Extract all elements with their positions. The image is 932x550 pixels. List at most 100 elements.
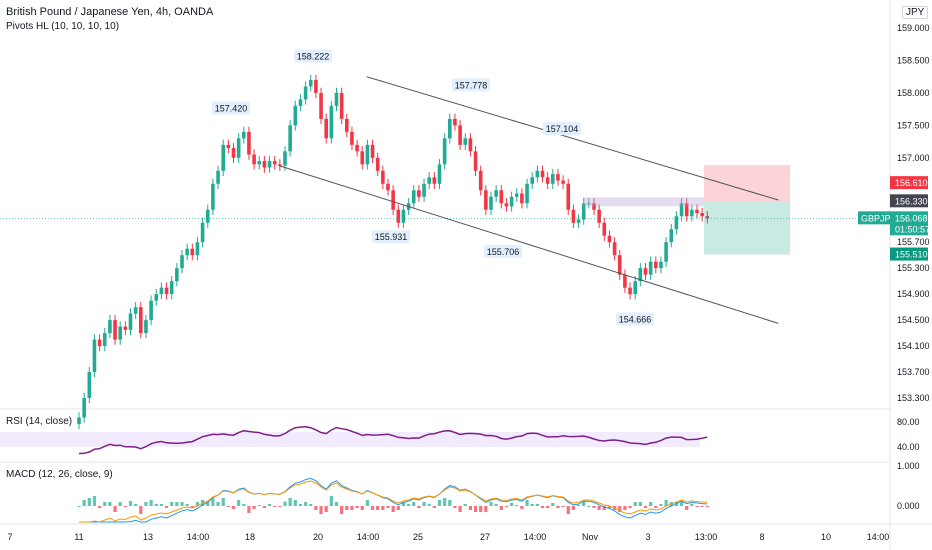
current-price-tag-bg — [890, 211, 928, 236]
macd-histogram-bar — [118, 502, 122, 506]
candle-body — [442, 138, 447, 165]
pivot-label: 157.778 — [452, 78, 490, 92]
symbol-title[interactable]: British Pound / Japanese Yen, 4h, OANDA — [6, 6, 214, 18]
candle-body — [422, 183, 426, 197]
pivot-label-text: 155.931 — [375, 232, 408, 242]
macd-histogram-bar — [376, 506, 380, 510]
candle-body — [355, 144, 359, 152]
candle-body — [396, 209, 401, 223]
macd-histogram-bar — [252, 506, 256, 509]
macd-tick-label: 1.000 — [897, 461, 920, 471]
candle-body — [133, 307, 138, 314]
macd-histogram-bar — [283, 501, 287, 506]
candle-body — [257, 161, 262, 165]
candle-body — [659, 261, 663, 269]
macd-histogram-bar — [365, 500, 369, 506]
candle-body — [159, 287, 164, 295]
macd-histogram-bar — [108, 502, 112, 506]
macd-histogram-bar — [494, 504, 498, 506]
macd-histogram-bar — [314, 506, 318, 510]
candle-body — [123, 326, 128, 330]
macd-histogram-bar — [216, 502, 220, 506]
time-axis[interactable]: 7 11 13 14:00 18 20 14:00 25 27 14:00 Nov 3 13:00 8 10… — [7, 532, 889, 542]
macd-histogram-bar — [221, 498, 225, 506]
time-tick-label: Nov — [582, 532, 599, 542]
macd-histogram-bar — [463, 504, 467, 506]
price-tick-label: 157.000 — [897, 153, 930, 163]
macd-histogram-bar — [685, 506, 689, 510]
candle-body — [499, 190, 504, 204]
macd-histogram-bar — [134, 504, 138, 506]
candle-body — [468, 138, 473, 152]
candle-body — [314, 79, 318, 93]
macd-histogram-bar — [607, 506, 612, 508]
candle-body — [514, 193, 519, 197]
candle-body — [643, 268, 648, 275]
macd-histogram-bar — [164, 506, 169, 508]
macd-histogram-bar — [443, 498, 447, 506]
macd-histogram-bar — [643, 506, 648, 508]
macd-histogram-bar — [175, 502, 179, 506]
candle-body — [509, 196, 514, 207]
candle-body — [108, 320, 112, 334]
candle-body — [576, 219, 581, 223]
current-price-text: 156.068 — [895, 213, 928, 223]
candle-body — [267, 161, 272, 168]
macd-histogram-bar — [417, 506, 421, 508]
candle-body — [566, 183, 571, 210]
macd-histogram-bar — [350, 506, 354, 510]
time-tick-label: 14:00 — [524, 532, 547, 542]
macd-histogram-bar — [664, 500, 668, 506]
macd-tick-label: 0.000 — [897, 501, 920, 511]
macd-histogram-bar — [154, 504, 158, 506]
macd-histogram-bar — [690, 504, 694, 506]
macd-histogram-bar — [309, 504, 313, 506]
time-tick-label: 25 — [413, 532, 423, 542]
price-tick-label: 154.500 — [897, 315, 930, 325]
candle-body — [154, 294, 159, 301]
time-tick-label: 27 — [480, 532, 490, 542]
macd-histogram-bar — [391, 506, 395, 512]
macd-histogram-bar — [412, 502, 416, 506]
macd-histogram-bar — [329, 496, 333, 506]
candle-body — [293, 105, 298, 126]
candle-body — [144, 320, 148, 334]
candle-body — [463, 138, 468, 145]
macd-histogram-bar — [649, 502, 653, 506]
price-axis[interactable]: 159.000 158.500 158.000 157.500 157.000 155.7… — [858, 23, 930, 403]
candle-body — [494, 190, 498, 197]
stop-zone — [704, 165, 790, 202]
rsi-label[interactable]: RSI (14, close) — [6, 416, 73, 427]
pivot-label-text: 157.104 — [546, 124, 579, 134]
macd-histogram-bar — [334, 502, 339, 506]
time-tick-label: 18 — [245, 532, 255, 542]
candle-body — [669, 229, 674, 243]
time-tick-label: 13:00 — [695, 532, 718, 542]
candle-body — [128, 313, 133, 330]
macd-histogram-bar — [92, 496, 97, 506]
macd-histogram-bar — [139, 506, 143, 514]
macd-histogram-bar — [242, 504, 246, 506]
candle-body — [365, 144, 370, 165]
candle-body — [489, 196, 493, 210]
macd-histogram-bar — [190, 506, 194, 508]
macd-histogram-bar — [556, 506, 560, 508]
macd-histogram-bar — [87, 498, 91, 506]
currency-badge[interactable]: JPY — [902, 6, 929, 19]
candle-body — [581, 203, 586, 220]
macd-histogram-bar — [170, 502, 174, 506]
macd-label[interactable]: MACD (12, 26, close, 9) — [6, 469, 113, 480]
candle-body — [97, 339, 102, 347]
candle-body — [592, 203, 596, 210]
candle-body — [597, 209, 601, 223]
macd-histogram-bar — [180, 502, 184, 506]
symbol-tag-text: GBPJPY — [861, 213, 897, 223]
pivot-label-bg — [543, 122, 581, 136]
indicator-label[interactable]: Pivots HL (10, 10, 10, 10) — [6, 21, 120, 32]
candle-body — [571, 209, 576, 223]
candle-body — [329, 105, 334, 139]
price-tick-label: 159.000 — [897, 23, 930, 33]
candle-body — [262, 161, 267, 168]
macd-histogram-bar — [262, 506, 266, 508]
